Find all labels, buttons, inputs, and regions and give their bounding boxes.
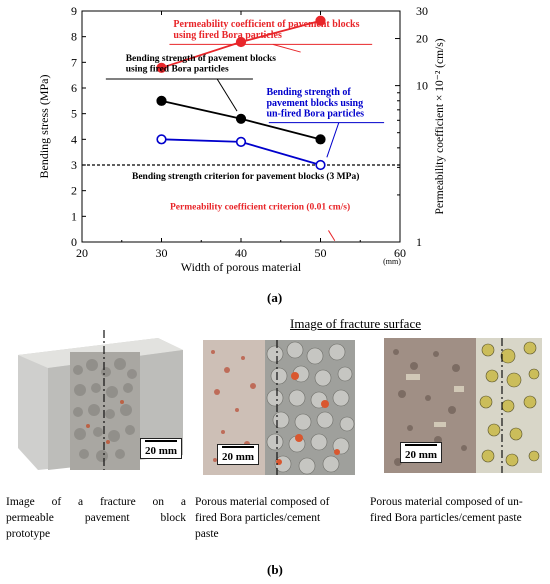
unfired-label-leader xyxy=(326,122,340,158)
caption-unfired: Porous material composed of un- fired Bo… xyxy=(370,494,548,526)
bending-criterion-label: Bending strength criterion for pavement … xyxy=(132,171,359,182)
y-left-tick-label: 4 xyxy=(71,132,77,146)
chart-axes xyxy=(81,10,401,243)
data-point xyxy=(156,134,167,145)
y-right-tick-label: 30 xyxy=(416,4,428,18)
y-left-axis-label: Bending stress (MPa) xyxy=(37,75,51,179)
chart: 20 30 40 50 60 0 1 2 3 4 5 6 7 8 9 1 10 20 30 Width of poro… xyxy=(37,4,446,274)
caption-prototype: Image of a fracture on a permeable pavem… xyxy=(6,494,186,542)
panel-a-label: (a) xyxy=(267,290,283,305)
fired-series-label: using fired Bora particles xyxy=(126,64,229,74)
caption-fired: Porous material composed of fired Bora p… xyxy=(195,494,365,542)
x-tick-label: 60 xyxy=(394,246,406,260)
caption-line: Image of a fracture on a xyxy=(6,496,186,508)
y-right-axis-label: Permeability coefficient × 10⁻² (cm/s) xyxy=(434,38,446,214)
unfired-series-label: pavement blocks using xyxy=(266,98,363,109)
data-point xyxy=(315,159,326,171)
x-tick-label: 40 xyxy=(235,246,247,260)
y-right-tick-label: 1 xyxy=(416,235,422,249)
permeability-series-label: using fired Bora particles xyxy=(173,30,282,41)
fired-label-leader xyxy=(216,78,238,112)
x-axis-unit: (mm) xyxy=(383,257,401,266)
prototype-block-photo: 20 mm xyxy=(8,330,186,470)
x-tick-label: 20 xyxy=(76,246,88,260)
y-left-tick-label: 8 xyxy=(71,30,77,44)
y-right-tick-label: 10 xyxy=(416,79,428,93)
unfired-bora-fracture-image xyxy=(384,338,542,473)
x-axis-label: Width of porous material xyxy=(181,260,302,274)
panel-b-label: (b) xyxy=(267,562,283,577)
permeability-criterion-label: Permeability coefficient criterion (0.01… xyxy=(170,202,350,213)
y-left-tick-label: 1 xyxy=(71,209,77,223)
y-left-tick-label: 5 xyxy=(71,107,77,121)
y-left-tick-label: 9 xyxy=(71,4,77,18)
fired-bora-fracture-image xyxy=(203,340,355,475)
unfired-bora-fracture-photo: 20 mm xyxy=(384,338,542,473)
fired-bora-fracture-photo: 20 mm xyxy=(203,340,355,475)
y-left-tick-label: 3 xyxy=(71,158,77,172)
caption-line: fired Bora particles/cement paste xyxy=(370,512,522,524)
chart-series xyxy=(156,15,326,171)
permeability-criterion-arrow xyxy=(328,230,336,241)
data-point xyxy=(315,134,326,145)
fired-series-label: Bending strength of pavement blocks xyxy=(126,54,277,64)
scale-bar: 20 mm xyxy=(217,444,260,465)
caption-line: prototype xyxy=(6,528,51,540)
chart-annotations: Bending strength criterion for pavement … xyxy=(105,19,385,241)
x-tick-label: 30 xyxy=(156,246,168,260)
caption-line: fired Bora particles/cement xyxy=(195,512,321,524)
permeability-label-leader xyxy=(272,43,301,53)
unfired-series-label: Bending strength of xyxy=(266,87,351,98)
y-left-tick-label: 7 xyxy=(71,55,77,69)
unfired-series-label: un-fired Bora particles xyxy=(266,109,364,120)
caption-line: Porous material composed of xyxy=(195,496,330,508)
caption-line: Porous material composed of un- xyxy=(370,496,523,508)
data-point xyxy=(235,113,247,124)
data-point xyxy=(315,15,326,26)
data-point xyxy=(156,62,167,73)
y-left-tick-label: 0 xyxy=(71,235,77,249)
y-right-tick-label: 20 xyxy=(416,32,428,46)
tick-labels: 20 30 40 50 60 0 1 2 3 4 5 6 7 8 9 1 10 20 30 Width of poro… xyxy=(37,4,446,274)
scale-bar: 20 mm xyxy=(140,438,183,459)
y-left-tick-label: 2 xyxy=(71,184,77,198)
data-point xyxy=(235,136,247,147)
data-point xyxy=(156,95,167,106)
y-left-tick-label: 6 xyxy=(71,81,77,95)
scale-bar: 20 mm xyxy=(400,442,443,463)
permeability-series-label: Permeability coefficient of pavement blo… xyxy=(173,19,359,30)
caption-line: permeable pavement block xyxy=(6,512,186,524)
caption-line: paste xyxy=(195,528,219,540)
x-tick-label: 50 xyxy=(315,246,327,260)
fracture-surface-title: Image of fracture surface xyxy=(290,316,421,331)
